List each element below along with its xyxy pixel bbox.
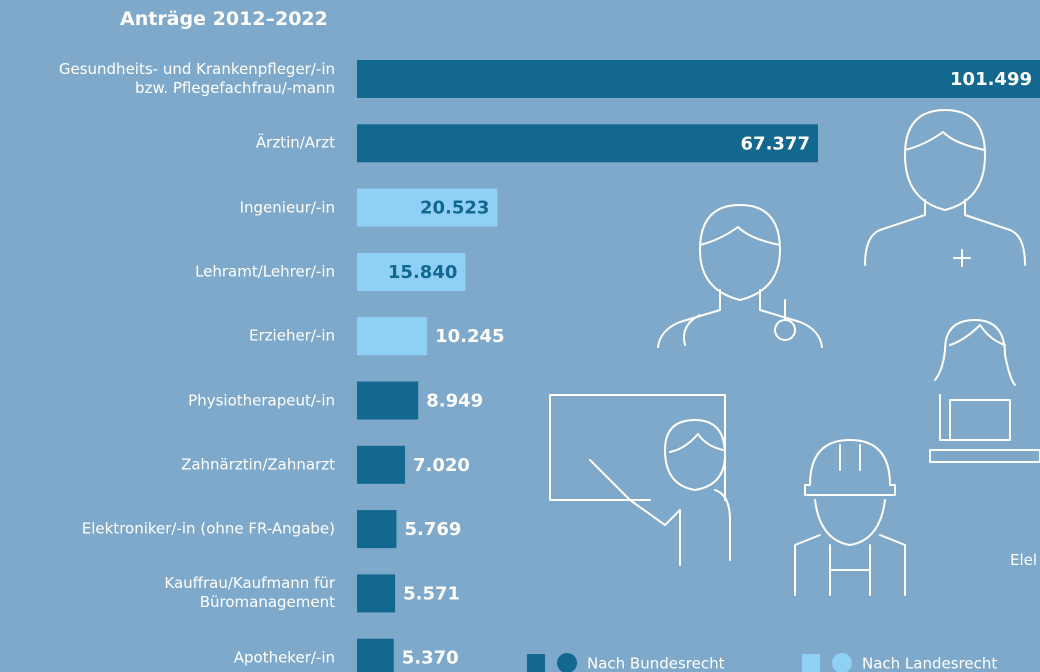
bar [357, 446, 405, 484]
category-label: Kauffrau/Kaufmann für Büromanagement [164, 574, 335, 612]
plot: Elel 101.499 67.377 8.949 7.020 5.769 5.571 5.… [0, 0, 1040, 672]
annotation: Elel [1010, 551, 1037, 569]
illustrations [550, 110, 1040, 595]
bar [357, 510, 396, 548]
value-label: 5.370 [402, 648, 459, 669]
category-label: Physiotherapeut/-in [188, 391, 335, 410]
category-label: Elektroniker/-in (ohne FR-Angabe) [82, 520, 335, 539]
value-label: 101.499 [950, 69, 1032, 90]
value-label: 7.020 [413, 455, 470, 476]
legend-swatch [557, 653, 577, 672]
value-label: 15.840 [388, 262, 457, 283]
category-label: Ärztin/Arzt [256, 134, 335, 153]
category-label: Zahnärztin/Zahnarzt [181, 455, 335, 474]
value-label: 5.571 [403, 583, 460, 604]
category-label: Gesundheits- und Krankenpfleger/-in bzw.… [59, 60, 335, 98]
legend-swatch [832, 653, 852, 672]
value-label: 10.245 [435, 326, 504, 347]
bar [357, 639, 394, 672]
legend-label: Nach Landesrecht [862, 655, 997, 672]
bar [357, 574, 395, 612]
category-label: Ingenieur/-in [240, 198, 335, 217]
value-label: 67.377 [741, 133, 810, 154]
category-label: Apotheker/-in [234, 648, 335, 667]
chart: Anträge 2012–2022 Elel 101.49967.3778.94… [0, 0, 1040, 672]
value-label: 8.949 [426, 391, 483, 412]
bar [357, 317, 427, 355]
bar [357, 382, 418, 420]
value-label: 5.769 [404, 519, 461, 540]
category-label: Lehramt/Lehrer/-in [195, 262, 335, 281]
category-label: Erzieher/-in [249, 327, 335, 346]
legend-label: Nach Bundesrecht [587, 655, 725, 672]
legend-swatch [527, 654, 545, 672]
legend-swatch [802, 654, 820, 672]
bar [357, 60, 1040, 98]
value-label: 20.523 [420, 198, 489, 219]
